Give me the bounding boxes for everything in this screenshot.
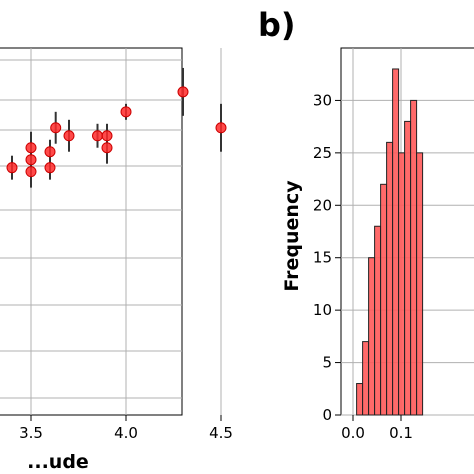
histogram-bar-9 bbox=[410, 99, 418, 416]
histogram-bar-4 bbox=[380, 183, 388, 416]
histogram-x-ticks: 0.0 0.1 bbox=[341, 415, 413, 442]
histogram-bar-6 bbox=[392, 68, 400, 416]
histogram-y-tick-label-0: 0 bbox=[322, 406, 332, 424]
histogram-y-tick-label-3: 15 bbox=[313, 249, 332, 267]
histogram-bars bbox=[356, 68, 424, 416]
histogram-y-tick-label-4: 20 bbox=[313, 196, 332, 214]
panel-label-b: b) bbox=[258, 6, 296, 44]
histogram-bar-3 bbox=[374, 225, 382, 416]
scatter-x-axis-label: ...ude bbox=[27, 451, 89, 473]
scatter-x-tick-label-0: 3.5 bbox=[19, 424, 43, 442]
histogram-bar-2 bbox=[368, 257, 376, 416]
scatter-points bbox=[6, 86, 227, 178]
histogram-x-tick-label-1: 0.1 bbox=[389, 424, 413, 442]
scatter-x-tick-label-2: 4.5 bbox=[209, 424, 233, 442]
histogram-bar-7 bbox=[398, 152, 406, 416]
histogram-bar-5 bbox=[386, 141, 394, 416]
histogram: 0 5 10 15 20 25 30 0.0 0.1 Frequency bbox=[281, 47, 474, 442]
histogram-bar-0 bbox=[356, 383, 364, 416]
scatter-x-ticks: 3.5 4.0 4.5 bbox=[19, 415, 233, 442]
histogram-bar-1 bbox=[362, 341, 370, 416]
scatter-point-0 bbox=[6, 162, 18, 174]
histogram-bar-10 bbox=[416, 152, 424, 416]
scatter-point-12 bbox=[177, 86, 189, 98]
scatter-plot-area bbox=[0, 47, 183, 416]
scatter-point-8 bbox=[92, 130, 103, 142]
scatter-point-10 bbox=[101, 130, 113, 142]
histogram-y-tick-label-6: 30 bbox=[313, 91, 332, 109]
scatter-point-2 bbox=[25, 154, 37, 166]
scatter-point-11 bbox=[120, 106, 132, 118]
scatter-point-6 bbox=[50, 122, 62, 134]
histogram-y-axis-label: Frequency bbox=[281, 180, 303, 292]
scatter-point-4 bbox=[44, 162, 56, 174]
scatter-point-7 bbox=[63, 130, 75, 142]
histogram-y-ticks: 0 5 10 15 20 25 30 bbox=[313, 91, 341, 424]
scatter-point-13 bbox=[215, 122, 227, 134]
scatter-x-tick-label-1: 4.0 bbox=[114, 424, 138, 442]
scatter-plot: 3.5 4.0 4.5 ...ude bbox=[0, 47, 233, 473]
scatter-point-5 bbox=[44, 146, 56, 158]
histogram-y-tick-label-2: 10 bbox=[313, 301, 332, 319]
histogram-x-tick-label-0: 0.0 bbox=[341, 424, 365, 442]
scatter-point-1 bbox=[25, 166, 37, 178]
histogram-bar-8 bbox=[404, 120, 412, 416]
scatter-point-9 bbox=[101, 142, 113, 154]
histogram-y-tick-label-1: 5 bbox=[322, 354, 332, 372]
histogram-y-tick-label-5: 25 bbox=[313, 144, 332, 162]
scatter-point-3 bbox=[25, 142, 37, 154]
